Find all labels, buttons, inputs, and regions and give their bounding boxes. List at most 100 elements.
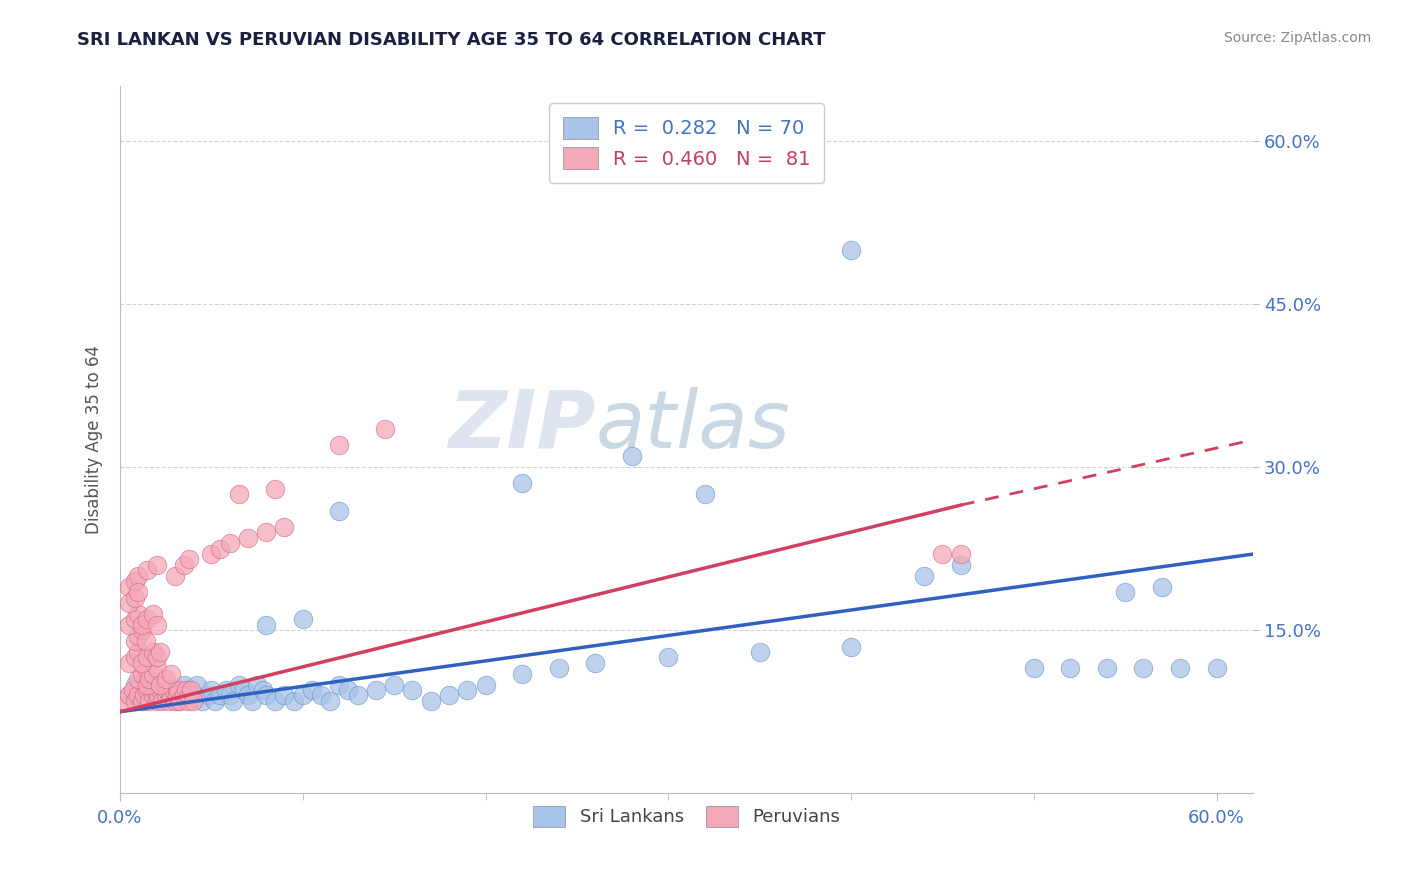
Point	[118, 689, 141, 703]
Point	[1150, 580, 1173, 594]
Point	[254, 525, 277, 540]
Point	[121, 683, 143, 698]
Point	[912, 569, 935, 583]
Point	[155, 689, 177, 703]
Point	[118, 596, 141, 610]
Point	[228, 487, 250, 501]
Point	[160, 666, 183, 681]
Point	[931, 547, 953, 561]
Point	[949, 558, 972, 572]
Point	[143, 683, 166, 698]
Point	[209, 541, 232, 556]
Point	[136, 683, 159, 698]
Point	[131, 694, 153, 708]
Point	[127, 607, 149, 621]
Point	[118, 656, 141, 670]
Point	[346, 689, 368, 703]
Point	[173, 677, 195, 691]
Point	[131, 623, 153, 637]
Point	[222, 694, 245, 708]
Point	[264, 482, 287, 496]
Point	[254, 617, 277, 632]
Point	[1022, 661, 1045, 675]
Point	[382, 677, 405, 691]
Point	[167, 683, 190, 698]
Point	[181, 689, 204, 703]
Point	[160, 689, 183, 703]
Point	[301, 683, 323, 698]
Point	[191, 694, 214, 708]
Point	[142, 689, 165, 703]
Point	[155, 677, 177, 691]
Point	[136, 612, 159, 626]
Text: ZIP: ZIP	[449, 387, 596, 465]
Point	[131, 656, 153, 670]
Point	[124, 634, 146, 648]
Point	[233, 683, 256, 698]
Point	[179, 552, 201, 566]
Point	[169, 694, 191, 708]
Point	[337, 683, 360, 698]
Point	[149, 683, 172, 698]
Point	[163, 694, 186, 708]
Point	[200, 547, 222, 561]
Point	[174, 683, 197, 698]
Text: atlas: atlas	[596, 387, 790, 465]
Point	[136, 677, 159, 691]
Point	[160, 683, 183, 698]
Point	[364, 683, 387, 698]
Point	[309, 689, 332, 703]
Point	[1114, 585, 1136, 599]
Point	[149, 645, 172, 659]
Point	[236, 689, 259, 703]
Point	[456, 683, 478, 698]
Point	[135, 661, 157, 675]
Point	[145, 558, 167, 572]
Point	[155, 672, 177, 686]
Point	[1168, 661, 1191, 675]
Point	[254, 689, 277, 703]
Y-axis label: Disability Age 35 to 64: Disability Age 35 to 64	[86, 345, 103, 534]
Point	[179, 689, 201, 703]
Point	[136, 650, 159, 665]
Point	[291, 612, 314, 626]
Point	[127, 585, 149, 599]
Point	[197, 689, 219, 703]
Point	[163, 689, 186, 703]
Point	[127, 683, 149, 698]
Point	[157, 694, 180, 708]
Point	[215, 683, 238, 698]
Point	[131, 694, 153, 708]
Point	[148, 689, 170, 703]
Legend: Sri Lankans, Peruvians: Sri Lankans, Peruvians	[526, 798, 848, 834]
Point	[145, 617, 167, 632]
Point	[124, 650, 146, 665]
Point	[180, 683, 202, 698]
Point	[328, 503, 350, 517]
Point	[127, 645, 149, 659]
Point	[1095, 661, 1118, 675]
Point	[136, 683, 159, 698]
Point	[135, 634, 157, 648]
Point	[693, 487, 716, 501]
Point	[124, 677, 146, 691]
Point	[240, 694, 263, 708]
Point	[328, 677, 350, 691]
Point	[142, 607, 165, 621]
Point	[124, 591, 146, 605]
Point	[273, 689, 295, 703]
Point	[1132, 661, 1154, 675]
Point	[118, 617, 141, 632]
Point	[218, 536, 240, 550]
Point	[145, 661, 167, 675]
Point	[657, 650, 679, 665]
Point	[149, 683, 172, 698]
Point	[620, 449, 643, 463]
Point	[583, 656, 606, 670]
Point	[173, 689, 195, 703]
Point	[437, 689, 460, 703]
Point	[186, 677, 208, 691]
Point	[150, 694, 173, 708]
Point	[218, 689, 240, 703]
Point	[839, 243, 862, 257]
